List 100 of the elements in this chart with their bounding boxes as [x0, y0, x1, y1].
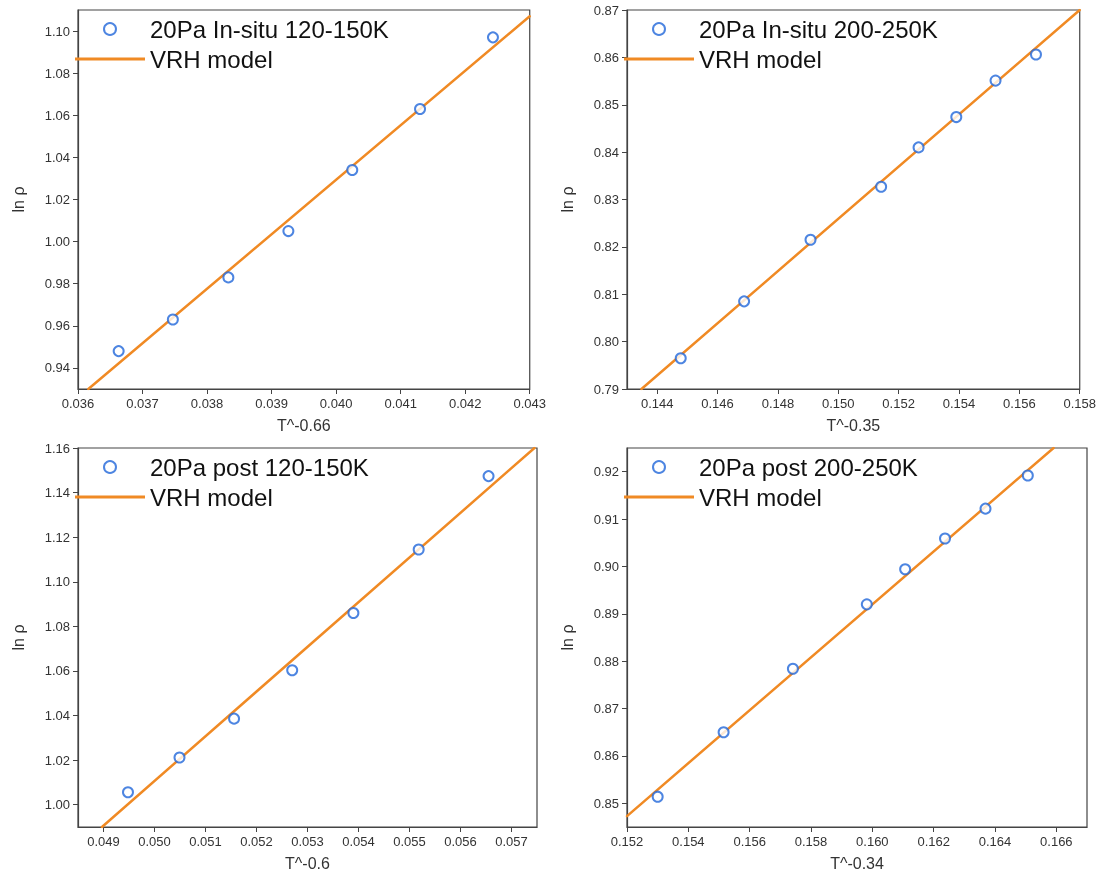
point: [979, 502, 992, 515]
y-tick-label: 0.82: [593, 239, 619, 255]
x-tick-label: 0.054: [342, 834, 375, 849]
legend-label: 20Pa In-situ 120-150K: [150, 15, 389, 43]
y-tick-label: 1.02: [44, 192, 70, 207]
y-tick-label: 0.94: [44, 360, 70, 376]
x-axis-title: T^-0.35: [826, 416, 881, 434]
x-tick-label: 0.162: [917, 834, 950, 849]
x-tick-label: 0.150: [822, 396, 855, 411]
y-tick-label: 1.06: [44, 107, 70, 123]
y-tick-label: 1.00: [44, 797, 70, 813]
x-tick-label: 0.051: [189, 834, 222, 849]
legend-label: VRH model: [150, 483, 273, 511]
y-tick-label: 0.87: [593, 2, 619, 18]
y-tick-label: 0.85: [593, 97, 619, 113]
y-tick-label: 1.00: [44, 234, 70, 250]
x-tick-label: 0.053: [291, 834, 324, 849]
x-tick-label: 0.039: [255, 396, 288, 411]
x-tick-label: 0.152: [610, 834, 644, 849]
x-tick-label: 0.055: [393, 834, 426, 849]
y-tick-label: 1.06: [44, 663, 70, 679]
x-tick-label: 0.154: [672, 834, 705, 849]
point: [738, 295, 751, 308]
point: [899, 563, 912, 576]
y-tick-label: 0.92: [593, 464, 619, 480]
x-tick-label: 0.040: [319, 396, 353, 411]
point: [912, 141, 925, 154]
y-tick-label: 1.02: [44, 752, 70, 768]
x-tick-label: 0.041: [384, 396, 417, 411]
point: [412, 543, 425, 556]
y-tick-label: 0.87: [593, 701, 619, 717]
y-tick-label: 1.14: [44, 485, 70, 501]
x-tick-label: 0.052: [240, 834, 273, 849]
point: [112, 345, 125, 358]
point: [486, 31, 499, 44]
point: [282, 225, 295, 238]
y-tick-label: 1.04: [44, 149, 70, 165]
y-tick-label: 0.79: [593, 381, 619, 397]
y-tick-label: 0.83: [593, 192, 619, 207]
y-tick-label: 1.12: [44, 529, 70, 545]
point: [286, 664, 299, 677]
x-tick-label: 0.056: [444, 834, 477, 849]
point: [860, 598, 873, 611]
y-tick-label: 1.16: [44, 440, 70, 456]
x-tick-label: 0.036: [61, 396, 95, 411]
legend-label: 20Pa post 120-150K: [150, 453, 369, 481]
point: [222, 271, 235, 284]
y-tick-label: 0.81: [593, 286, 619, 302]
point: [228, 712, 241, 725]
y-tick-label: 0.96: [44, 318, 70, 334]
point: [950, 111, 963, 124]
y-tick-label: 1.08: [44, 618, 70, 634]
x-tick-label: 0.042: [448, 396, 482, 411]
y-axis-title: ln ρ: [9, 624, 27, 651]
y-tick-label: 1.08: [44, 65, 70, 81]
point: [939, 532, 952, 545]
point: [482, 470, 495, 483]
x-tick-label: 0.146: [701, 396, 734, 411]
point: [347, 606, 360, 619]
x-tick-label: 0.158: [1063, 396, 1097, 411]
point: [173, 751, 186, 764]
point: [1021, 469, 1034, 482]
x-tick-label: 0.148: [761, 396, 795, 411]
y-tick-label: 1.04: [44, 708, 70, 724]
y-tick-label: 0.85: [593, 795, 619, 811]
y-tick-label: 0.88: [593, 653, 619, 669]
point: [1029, 48, 1042, 61]
y-axis-title: ln ρ: [9, 186, 27, 213]
x-tick-label: 0.057: [495, 834, 528, 849]
x-tick-label: 0.037: [126, 396, 159, 411]
x-tick-label: 0.160: [856, 834, 889, 849]
x-tick-label: 0.164: [978, 834, 1012, 849]
x-tick-label: 0.158: [794, 834, 828, 849]
point: [989, 74, 1002, 87]
point: [166, 313, 179, 326]
point: [717, 726, 730, 739]
legend-label: 20Pa In-situ 200-250K: [699, 15, 938, 43]
x-tick-label: 0.043: [513, 396, 547, 411]
x-tick-label: 0.152: [882, 396, 915, 411]
y-tick-label: 0.91: [593, 511, 619, 527]
x-axis-title: T^-0.34: [830, 854, 884, 872]
point: [414, 102, 427, 115]
y-tick-label: 0.84: [593, 144, 619, 160]
x-tick-label: 0.144: [640, 396, 674, 411]
y-tick-label: 0.86: [593, 748, 619, 764]
x-axis-title: T^-0.66: [276, 416, 331, 434]
x-tick-label: 0.049: [87, 834, 120, 849]
legend-label: 20Pa post 200-250K: [699, 453, 918, 481]
y-tick-label: 0.98: [44, 276, 70, 292]
point: [346, 164, 359, 177]
y-tick-label: 1.10: [44, 574, 70, 590]
x-tick-label: 0.038: [190, 396, 224, 411]
x-tick-label: 0.156: [733, 834, 766, 849]
y-tick-label: 0.89: [593, 606, 619, 622]
x-tick-label: 0.156: [1003, 396, 1036, 411]
x-tick-label: 0.050: [138, 834, 171, 849]
y-tick-label: 0.90: [593, 558, 619, 574]
point: [875, 180, 888, 193]
point: [651, 790, 664, 803]
y-axis-title: ln ρ: [558, 186, 576, 213]
